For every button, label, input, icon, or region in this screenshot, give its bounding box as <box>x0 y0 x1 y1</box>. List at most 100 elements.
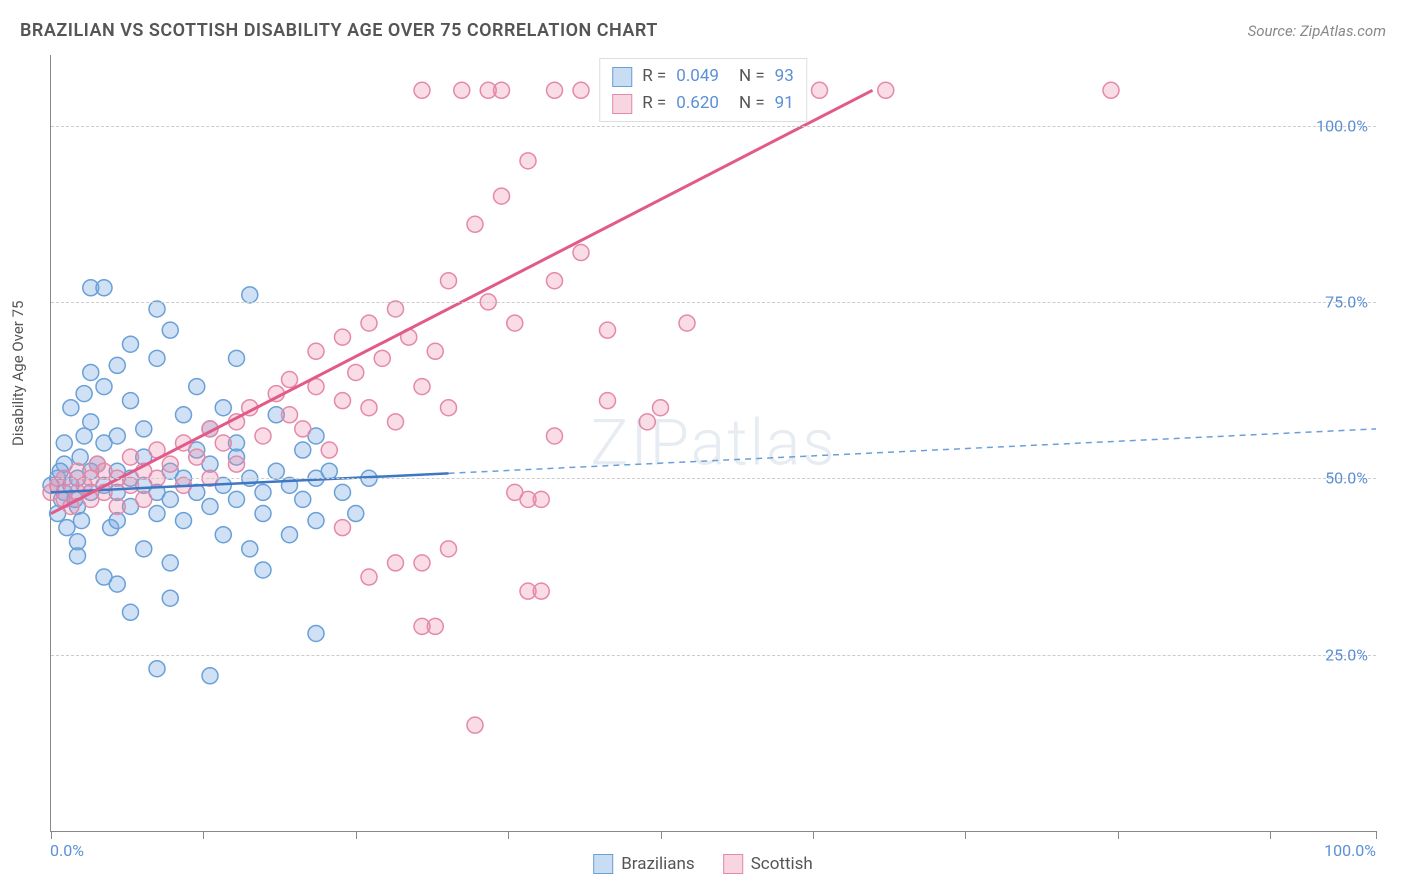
data-point <box>600 322 616 338</box>
data-point <box>123 393 139 409</box>
data-point <box>189 379 205 395</box>
data-point <box>388 301 404 317</box>
data-point <box>494 188 510 204</box>
data-point <box>255 562 271 578</box>
data-point <box>255 484 271 500</box>
data-point <box>149 350 165 366</box>
data-point <box>282 527 298 543</box>
data-point <box>361 569 377 585</box>
data-point <box>295 491 311 507</box>
data-point <box>136 421 152 437</box>
y-axis-label: Disability Age Over 75 <box>9 301 27 446</box>
gridline <box>51 126 1376 127</box>
data-point <box>215 400 231 416</box>
y-tick-label: 75.0% <box>1325 292 1368 311</box>
legend-swatch <box>723 854 743 874</box>
source-attribution: Source: ZipAtlas.com <box>1248 22 1386 40</box>
data-point <box>162 555 178 571</box>
chart-plot-area: ZIPatlas 25.0%50.0%75.0%100.0% <box>50 55 1376 832</box>
data-point <box>189 449 205 465</box>
data-point <box>215 527 231 543</box>
data-point <box>59 520 75 536</box>
data-point <box>202 668 218 684</box>
x-tick <box>1270 831 1271 839</box>
data-point <box>639 414 655 430</box>
legend-n-label: N = <box>739 90 765 117</box>
data-point <box>467 717 483 733</box>
data-point <box>229 491 245 507</box>
data-point <box>83 364 99 380</box>
data-point <box>73 513 89 529</box>
data-point <box>176 513 192 529</box>
data-point <box>441 541 457 557</box>
data-point <box>414 618 430 634</box>
data-point <box>878 82 894 98</box>
correlation-legend: R =0.049N =93R =0.620N =91 <box>599 58 807 122</box>
data-point <box>679 315 695 331</box>
data-point <box>96 280 112 296</box>
data-point <box>149 661 165 677</box>
x-tick <box>965 831 966 839</box>
data-point <box>414 82 430 98</box>
data-point <box>162 322 178 338</box>
legend-n-value: 91 <box>775 90 794 117</box>
data-point <box>520 153 536 169</box>
data-point <box>242 541 258 557</box>
chart-title: BRAZILIAN VS SCOTTISH DISABILITY AGE OVE… <box>20 20 658 41</box>
data-point <box>83 414 99 430</box>
x-axis-min-label: 0.0% <box>50 841 84 860</box>
data-point <box>335 520 351 536</box>
data-point <box>255 428 271 444</box>
data-point <box>176 407 192 423</box>
data-point <box>533 491 549 507</box>
data-point <box>653 400 669 416</box>
x-tick <box>1118 831 1119 839</box>
data-point <box>494 82 510 98</box>
data-point <box>321 442 337 458</box>
x-tick <box>203 831 204 839</box>
legend-r-label: R = <box>642 63 666 90</box>
data-point <box>255 506 271 522</box>
data-point <box>123 604 139 620</box>
data-point <box>123 336 139 352</box>
x-tick <box>813 831 814 839</box>
legend-row: R =0.049N =93 <box>612 63 794 90</box>
data-point <box>162 456 178 472</box>
data-point <box>123 477 139 493</box>
y-tick-label: 100.0% <box>1316 116 1368 135</box>
legend-item: Brazilians <box>593 854 695 874</box>
legend-swatch <box>612 94 632 114</box>
legend-swatch <box>593 854 613 874</box>
legend-r-value: 0.049 <box>676 63 719 90</box>
data-point <box>321 463 337 479</box>
data-point <box>335 329 351 345</box>
data-point <box>533 583 549 599</box>
data-point <box>242 287 258 303</box>
data-point <box>427 343 443 359</box>
scatter-svg <box>51 55 1376 831</box>
y-tick-label: 50.0% <box>1325 469 1368 488</box>
data-point <box>547 82 563 98</box>
data-point <box>162 590 178 606</box>
data-point <box>136 491 152 507</box>
legend-item: Scottish <box>723 854 813 874</box>
data-point <box>96 379 112 395</box>
y-tick-label: 25.0% <box>1325 645 1368 664</box>
data-point <box>149 506 165 522</box>
legend-series-label: Scottish <box>751 854 813 874</box>
data-point <box>441 273 457 289</box>
data-point <box>70 548 86 564</box>
data-point <box>295 421 311 437</box>
data-point <box>215 435 231 451</box>
gridline <box>51 478 1376 479</box>
x-axis-max-label: 100.0% <box>1324 841 1376 860</box>
data-point <box>149 301 165 317</box>
data-point <box>454 82 470 98</box>
data-point <box>109 498 125 514</box>
data-point <box>441 400 457 416</box>
data-point <box>282 407 298 423</box>
data-point <box>573 82 589 98</box>
data-point <box>335 484 351 500</box>
data-point <box>63 400 79 416</box>
data-point <box>361 400 377 416</box>
